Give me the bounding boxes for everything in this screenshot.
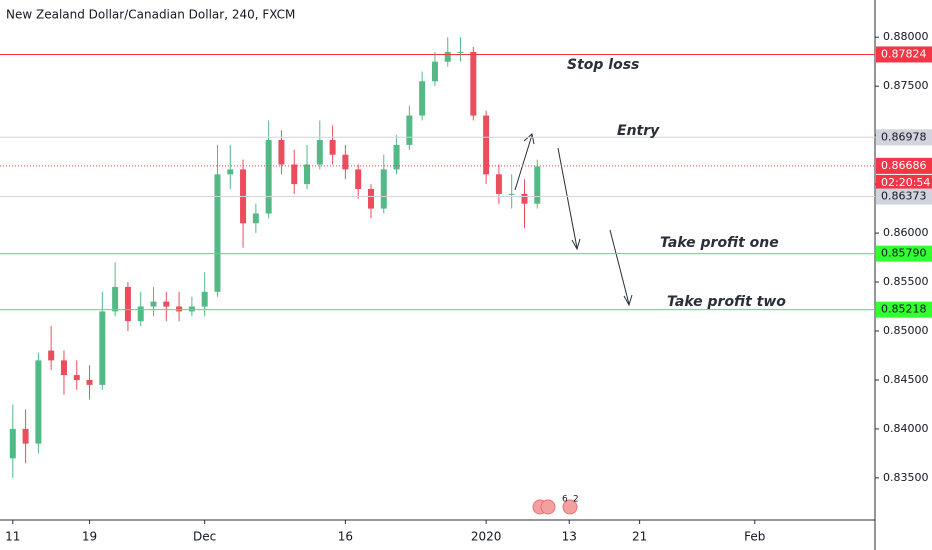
candle-body — [406, 115, 413, 145]
candle-body — [188, 306, 195, 312]
event-icon[interactable] — [562, 499, 578, 515]
candle-body — [137, 306, 144, 322]
x-tick-label: 2020 — [471, 530, 502, 544]
candle-body — [457, 51, 464, 53]
x-tick-label: 13 — [562, 530, 577, 544]
x-tick-label: Dec — [193, 530, 216, 544]
arrowhead — [571, 238, 581, 251]
candle-body — [380, 169, 387, 209]
candle-body — [316, 140, 323, 165]
chart-title: New Zealand Dollar/Canadian Dollar, 240,… — [6, 8, 295, 22]
candle-body — [227, 169, 234, 175]
candle-body — [355, 169, 362, 190]
x-tick-label: 11 — [5, 530, 20, 544]
y-tick-label: 0.86000 — [883, 226, 929, 239]
y-tick-label: 0.83500 — [883, 471, 929, 484]
price-label-box — [876, 188, 932, 205]
candle-body — [252, 213, 259, 224]
event-badge: 2 — [573, 495, 579, 505]
candle-body — [73, 375, 80, 380]
price-label: 0.86686 — [881, 159, 927, 172]
candle-body — [86, 379, 93, 385]
candle-body — [329, 140, 336, 155]
annotation: Take profit two — [667, 294, 786, 310]
arrowhead — [523, 133, 535, 145]
price-label: 0.85218 — [881, 303, 927, 316]
annotation: Stop loss — [567, 57, 639, 73]
candle-body — [278, 140, 285, 165]
candle-body — [60, 360, 67, 376]
candle-body — [163, 301, 170, 307]
price-label: 0.87824 — [881, 47, 927, 60]
candle-body — [508, 193, 515, 195]
candle-body — [176, 306, 183, 312]
event-icon[interactable] — [540, 499, 556, 515]
candle-body — [9, 428, 16, 459]
drawn-arrows — [514, 133, 633, 307]
candle-body — [470, 51, 477, 116]
event-badge: 6 — [562, 495, 568, 505]
annotation: Take profit one — [660, 235, 779, 251]
candle-body — [393, 144, 400, 170]
candle-body — [291, 164, 298, 185]
candle-body — [367, 189, 374, 209]
x-tick-label: 19 — [82, 530, 97, 544]
price-label: 0.85790 — [881, 247, 927, 260]
candle-body — [419, 81, 426, 116]
annotation: Entry — [617, 123, 660, 139]
arrow — [609, 229, 630, 305]
candle-body — [265, 140, 272, 214]
arrow — [557, 147, 578, 249]
y-tick-label: 0.84000 — [883, 422, 929, 435]
y-tick-label: 0.88000 — [883, 30, 929, 43]
price-label: 0.86373 — [881, 190, 927, 203]
candle-body — [444, 51, 451, 62]
candle-body — [521, 193, 528, 204]
countdown: 02:20:54 — [881, 176, 930, 189]
arrowhead — [623, 294, 633, 307]
price-label: 0.86978 — [881, 130, 927, 143]
candle-body — [48, 350, 55, 361]
candle-body — [124, 286, 131, 322]
price-label-box — [876, 245, 932, 262]
candle-body — [214, 174, 221, 292]
candle-body — [99, 311, 106, 385]
candle-body — [112, 286, 119, 312]
candle-body — [35, 360, 42, 444]
candle-body — [495, 174, 502, 194]
candle-body — [534, 166, 541, 204]
x-tick-label: Feb — [744, 530, 765, 544]
candle-body — [431, 61, 438, 82]
candle-body — [22, 428, 29, 444]
candle-body — [342, 154, 349, 170]
candle-body — [201, 291, 208, 307]
arrow — [514, 134, 533, 191]
countdown-box — [876, 174, 932, 191]
price-label-box — [876, 46, 932, 63]
price-label-box — [876, 301, 932, 318]
x-tick-label: 16 — [338, 530, 353, 544]
candle-body — [483, 115, 490, 175]
candle-body — [304, 164, 311, 185]
price-label-box — [876, 157, 932, 174]
candle-body — [150, 301, 157, 307]
y-tick-label: 0.87500 — [883, 79, 929, 92]
price-label-box — [876, 129, 932, 146]
y-tick-label: 0.85500 — [883, 275, 929, 288]
y-tick-label: 0.85000 — [883, 324, 929, 337]
y-tick-label: 0.84500 — [883, 373, 929, 386]
x-tick-label: 21 — [632, 530, 647, 544]
